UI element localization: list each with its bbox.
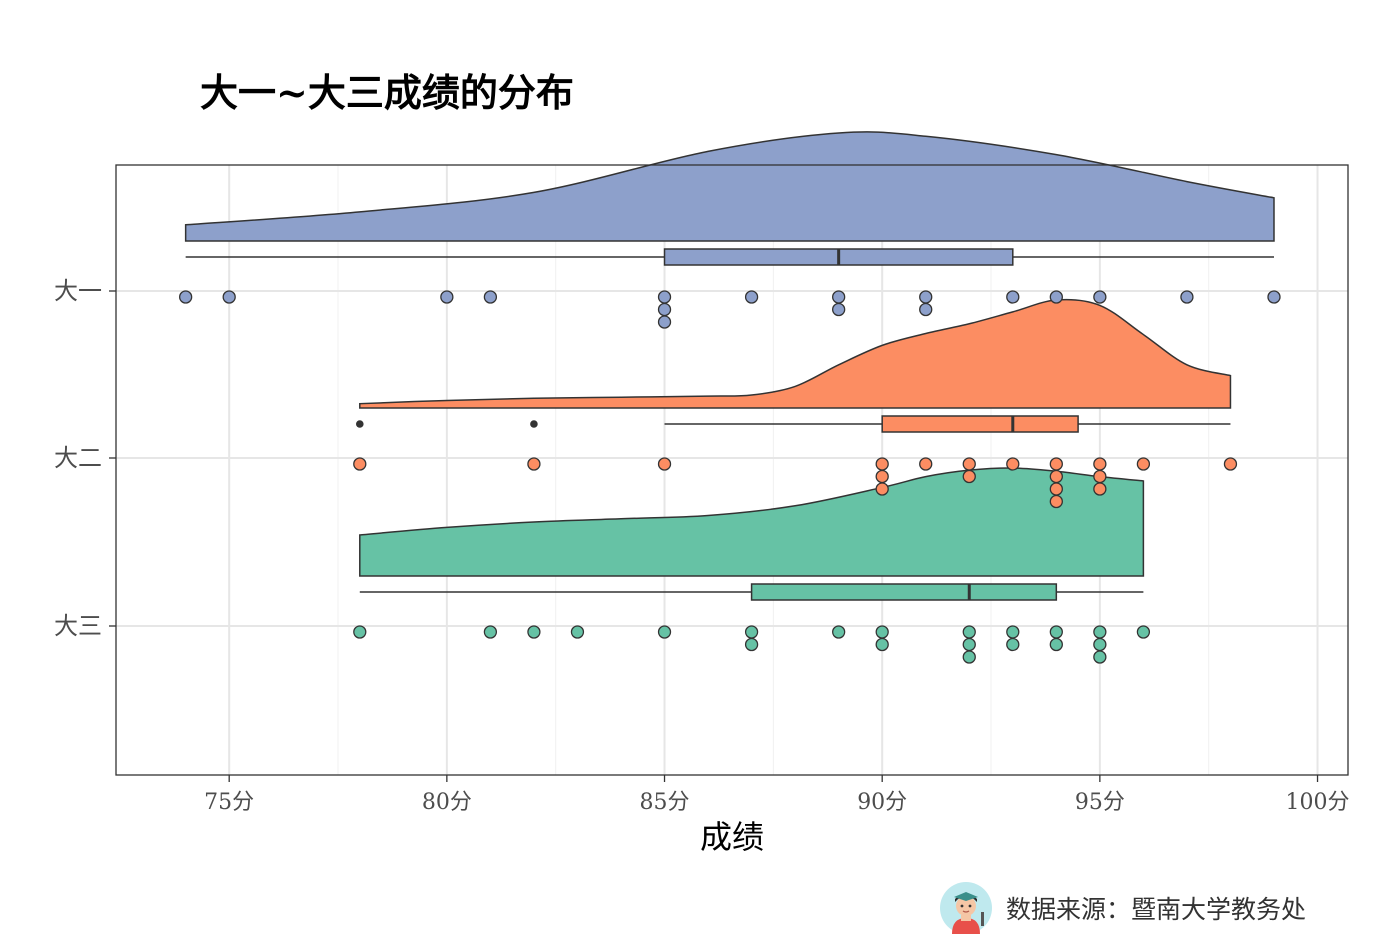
data-point	[1093, 290, 1107, 304]
data-point	[657, 457, 672, 471]
data-point	[483, 625, 498, 639]
data-point	[527, 625, 541, 639]
boxplot-layer	[185, 248, 1274, 601]
data-point	[962, 457, 976, 471]
data-point	[1093, 625, 1107, 639]
points-layer	[179, 290, 1281, 664]
data-point	[875, 457, 889, 471]
data-point	[1049, 494, 1063, 509]
data-point	[1136, 625, 1151, 639]
data-point	[919, 302, 933, 317]
data-point	[875, 482, 889, 496]
y-tick-label: 大二	[54, 444, 102, 472]
box-outlier	[355, 420, 364, 428]
data-point	[1006, 637, 1020, 652]
data-point	[832, 625, 846, 639]
data-point	[1267, 290, 1281, 304]
x-tick-label: 90分	[857, 790, 907, 815]
density-cloud	[184, 131, 1275, 242]
x-tick-label: 95分	[1075, 790, 1125, 815]
data-point	[1049, 290, 1063, 304]
x-tick-label: 75分	[204, 790, 254, 815]
data-point	[353, 457, 367, 471]
density-cloud	[359, 298, 1232, 409]
y-tick-label: 大一	[54, 277, 102, 305]
data-point	[744, 637, 759, 652]
data-point	[1093, 457, 1107, 471]
data-point	[179, 290, 193, 304]
y-tick-label: 大三	[54, 612, 102, 640]
data-point	[962, 637, 976, 652]
teacher-avatar-icon	[940, 882, 992, 934]
data-point	[1006, 625, 1020, 639]
data-point	[1006, 290, 1020, 304]
data-point	[875, 469, 889, 484]
source-block: 数据来源：暨南大学教务处	[940, 882, 1306, 934]
data-point	[1049, 637, 1063, 652]
data-point	[744, 625, 759, 639]
data-point	[1093, 469, 1107, 484]
x-tick-label: 85分	[640, 790, 690, 815]
data-point	[483, 290, 498, 304]
data-point	[919, 290, 933, 304]
data-point	[1093, 637, 1107, 652]
data-point	[657, 315, 672, 329]
data-point	[962, 650, 976, 664]
data-point	[1049, 625, 1063, 639]
plot-frame	[115, 164, 1349, 776]
data-point	[875, 637, 889, 652]
data-point	[570, 625, 585, 639]
data-point	[222, 290, 236, 304]
data-point	[657, 302, 672, 317]
x-axis-title: 成绩	[700, 818, 764, 856]
data-point	[962, 469, 976, 484]
data-point	[1049, 469, 1063, 484]
data-point	[1136, 457, 1151, 471]
data-point	[353, 625, 367, 639]
data-point	[657, 625, 672, 639]
data-point	[875, 625, 889, 639]
data-point	[919, 457, 933, 471]
density-cloud	[359, 467, 1145, 577]
data-point	[1006, 457, 1020, 471]
data-point	[657, 290, 672, 304]
box-iqr	[881, 415, 1079, 433]
data-point	[1093, 482, 1107, 496]
data-point	[832, 302, 846, 317]
data-point	[1223, 457, 1238, 471]
data-point	[440, 290, 454, 304]
data-point	[1093, 650, 1107, 664]
box-iqr	[750, 583, 1058, 601]
chart-title: 大一~大三成绩的分布	[200, 70, 574, 115]
data-point	[744, 290, 759, 304]
x-tick-label: 100分	[1286, 790, 1350, 815]
density-layer	[184, 131, 1275, 577]
data-point	[527, 457, 541, 471]
data-point	[962, 625, 976, 639]
data-point	[1049, 482, 1063, 496]
x-tick-label: 80分	[422, 790, 472, 815]
data-point	[1180, 290, 1194, 304]
box-outlier	[530, 420, 538, 428]
data-point	[832, 290, 846, 304]
data-point	[1049, 457, 1063, 471]
data-source-label: 数据来源：暨南大学教务处	[1006, 895, 1307, 924]
